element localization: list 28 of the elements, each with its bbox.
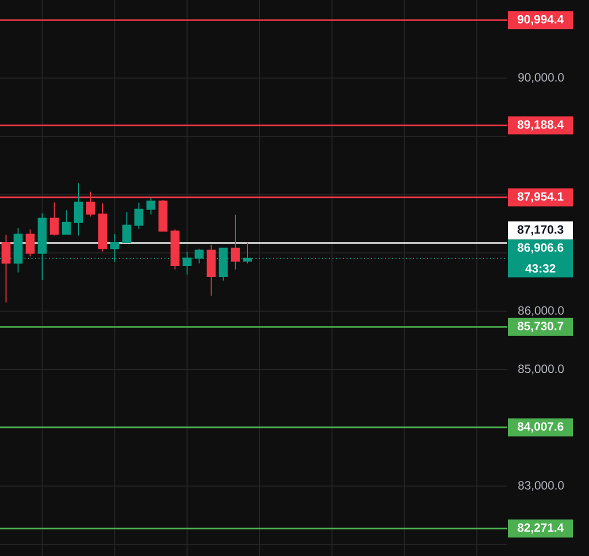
candlestick	[62, 210, 71, 235]
candlestick	[170, 228, 180, 270]
candlestick	[98, 202, 108, 252]
candlestick	[230, 214, 240, 270]
candlestick	[206, 244, 216, 296]
candlestick	[50, 202, 59, 236]
candlestick	[158, 199, 168, 232]
y-tick-label: 90,000.0	[518, 73, 564, 84]
candlestick	[14, 228, 23, 273]
ref-line-label: 82,271.4	[518, 523, 564, 534]
ref-line-label: 85,730.7	[518, 322, 564, 332]
y-tick-label: 83,000.0	[518, 481, 564, 491]
y-tick-label: 86,000.0	[518, 306, 564, 316]
y-tick-label: 85,000.0	[518, 364, 564, 374]
candlestick	[74, 182, 83, 236]
candlestick	[122, 212, 132, 243]
ref-line-label: 84,007.6	[518, 422, 564, 432]
ref-line-label: 89,188.4	[518, 120, 564, 130]
ref-line-label: 90,994.4	[518, 15, 564, 26]
candlestick	[38, 212, 47, 281]
text: 43:32	[525, 264, 556, 273]
candlestick	[146, 197, 156, 215]
candlestick	[26, 228, 35, 257]
ref-line-label: 87,170.3	[518, 225, 564, 236]
candlestick	[134, 202, 144, 230]
ref-line-label: 86,906.6	[518, 243, 564, 254]
ref-line-label: 87,954.1	[518, 192, 564, 202]
candlestick	[2, 234, 11, 303]
